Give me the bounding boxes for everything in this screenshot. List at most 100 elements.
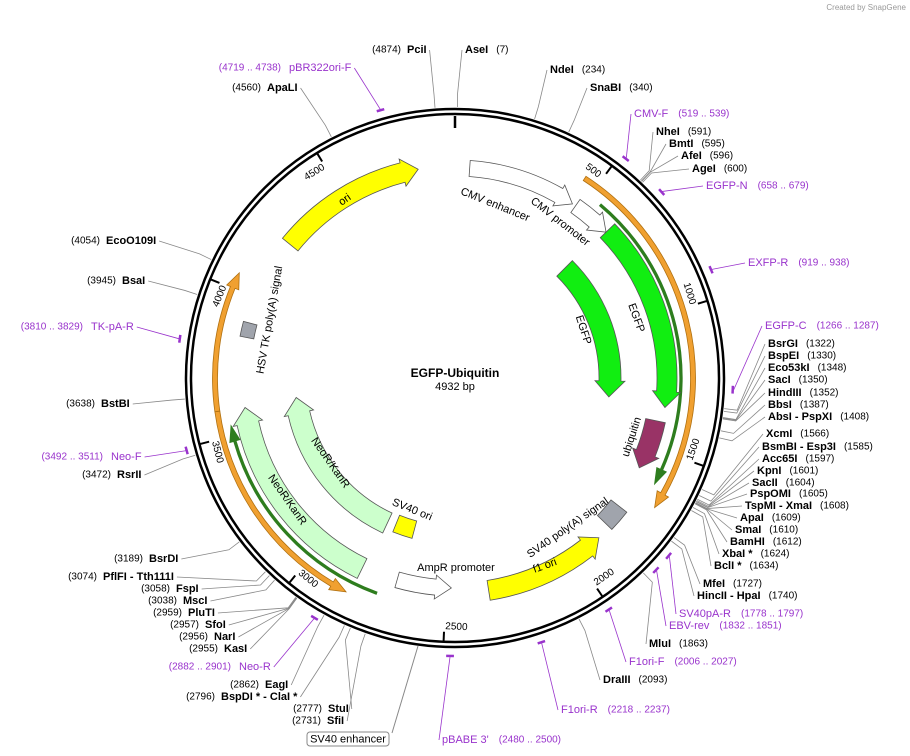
feature-arrow xyxy=(232,406,368,579)
enzyme-leader xyxy=(578,618,601,681)
primer-range: (1832 .. 1851) xyxy=(719,621,781,632)
feature-box xyxy=(239,320,258,340)
enzyme-site: (2956) xyxy=(179,632,208,643)
enzyme-site: (1608) xyxy=(820,501,849,512)
feature-arrow xyxy=(283,396,393,534)
enzyme-site: (1727) xyxy=(733,579,762,590)
feature-arrow xyxy=(468,160,574,207)
feature-label: HSV TK poly(A) signal xyxy=(255,265,286,375)
enzyme-leader xyxy=(641,143,667,182)
enzyme-name: EagI xyxy=(265,679,288,691)
primer-range: (519 .. 539) xyxy=(678,109,729,120)
feature-arrow xyxy=(486,536,600,601)
primer-leader xyxy=(711,262,746,270)
primer-mark xyxy=(184,446,189,455)
primer-leader xyxy=(733,325,763,390)
enzyme-site: (3472) xyxy=(82,470,111,481)
enzyme-leader xyxy=(722,392,766,422)
enzyme-name: Eco53kI xyxy=(768,362,810,374)
enzyme-site: (1863) xyxy=(679,639,708,650)
enzyme-site: (4054) xyxy=(71,236,100,247)
enzyme-leader xyxy=(692,507,720,555)
enzyme-name: BbsI xyxy=(768,399,792,411)
primer-range: (2006 .. 2027) xyxy=(674,657,736,668)
primer-leader xyxy=(144,450,186,458)
primer-name: TK-pA-R xyxy=(91,321,134,333)
primer-mark xyxy=(376,107,385,113)
enzyme-leader xyxy=(695,502,738,519)
primer-mark xyxy=(178,334,182,343)
tick-label: 3500 xyxy=(209,440,225,465)
enzyme-leader xyxy=(640,131,654,181)
primer-name: pBR322ori-F xyxy=(289,62,352,74)
enzyme-site: (2955) xyxy=(189,644,218,655)
primer-name: Neo-R xyxy=(239,661,271,673)
enzyme-name: XbaI * xyxy=(722,548,753,560)
enzyme-site: (1597) xyxy=(805,454,834,465)
enzyme-name: HincII - HpaI xyxy=(697,590,761,602)
enzyme-leader xyxy=(699,446,760,502)
enzyme-leader xyxy=(642,168,690,183)
enzyme-name: BsaI xyxy=(122,275,145,287)
tick-label: 2000 xyxy=(592,566,617,588)
enzyme-name: SacII xyxy=(752,477,778,489)
enzyme-name: BsrDI xyxy=(149,553,178,565)
primer-range: (3492 .. 3511) xyxy=(41,452,103,463)
enzyme-site: (1330) xyxy=(807,351,836,362)
feature-label-box xyxy=(306,731,390,747)
enzyme-leader xyxy=(723,367,766,420)
enzyme-site: (2777) xyxy=(293,704,322,715)
primer-range: (2218 .. 2237) xyxy=(608,705,670,716)
primer-mark xyxy=(708,265,714,274)
primer-leader xyxy=(354,67,381,110)
primer-mark xyxy=(665,552,673,560)
enzyme-site: (3189) xyxy=(114,554,143,565)
feature-label: CMV enhancer xyxy=(459,186,532,225)
enzyme-leader xyxy=(148,280,198,295)
primer-leader xyxy=(136,326,179,340)
enzyme-leader xyxy=(132,398,185,405)
credit: Created by SnapGene xyxy=(826,3,906,12)
enzyme-site: (2731) xyxy=(292,716,321,727)
tick-mark xyxy=(210,278,220,284)
primer-name: F1ori-R xyxy=(561,704,598,716)
enzyme-name: AgeI xyxy=(692,163,716,175)
feature-label: ori xyxy=(336,191,353,208)
enzyme-site: (1604) xyxy=(786,478,815,489)
enzyme-leader xyxy=(144,454,196,476)
primer-range: (1778 .. 1797) xyxy=(741,609,803,620)
primer-name: Neo-F xyxy=(111,451,142,463)
primer-mark xyxy=(310,614,319,621)
enzyme-name: KasI xyxy=(224,643,247,655)
enzyme-name: ApaI xyxy=(740,512,764,524)
primer-mark xyxy=(652,566,660,574)
enzyme-site: (1624) xyxy=(761,549,790,560)
primer-mark xyxy=(658,188,666,196)
feature-label: AmpR promoter xyxy=(417,562,495,574)
enzyme-site: (595) xyxy=(701,139,724,150)
feature-arrow xyxy=(599,223,682,409)
primer-name: pBABE 3' xyxy=(442,734,489,746)
enzyme-site: (1605) xyxy=(799,489,828,500)
tick-label: 4500 xyxy=(302,162,327,183)
enzyme-name: XcmI xyxy=(766,428,792,440)
enzyme-leader xyxy=(701,433,764,496)
primer-leader xyxy=(608,610,627,663)
enzyme-site: (2796) xyxy=(186,692,215,703)
enzyme-name: PluTI xyxy=(188,607,215,619)
enzyme-leader xyxy=(346,633,366,722)
enzyme-name: TspMI - XmaI xyxy=(745,500,812,512)
enzyme-site: (3638) xyxy=(66,399,95,410)
tick-mark xyxy=(694,461,704,467)
enzyme-name: MfeI xyxy=(703,578,725,590)
enzyme-leader xyxy=(723,355,766,414)
feature-leader xyxy=(391,645,419,734)
primer-mark xyxy=(621,155,630,162)
primer-name: EXFP-R xyxy=(748,257,788,269)
enzyme-name: StuI xyxy=(328,703,349,715)
primer-name: EGFP-N xyxy=(706,180,748,192)
enzyme-site: (1740) xyxy=(769,591,798,602)
enzyme-name: SmaI xyxy=(735,524,761,536)
primer-range: (4719 .. 4738) xyxy=(219,63,281,74)
enzyme-name: BspDI * - ClaI * xyxy=(221,691,298,703)
